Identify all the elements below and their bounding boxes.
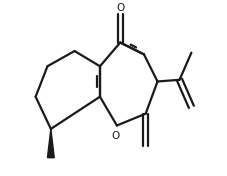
Text: O: O [111,131,119,142]
Text: O: O [116,3,124,13]
Polygon shape [47,129,54,158]
